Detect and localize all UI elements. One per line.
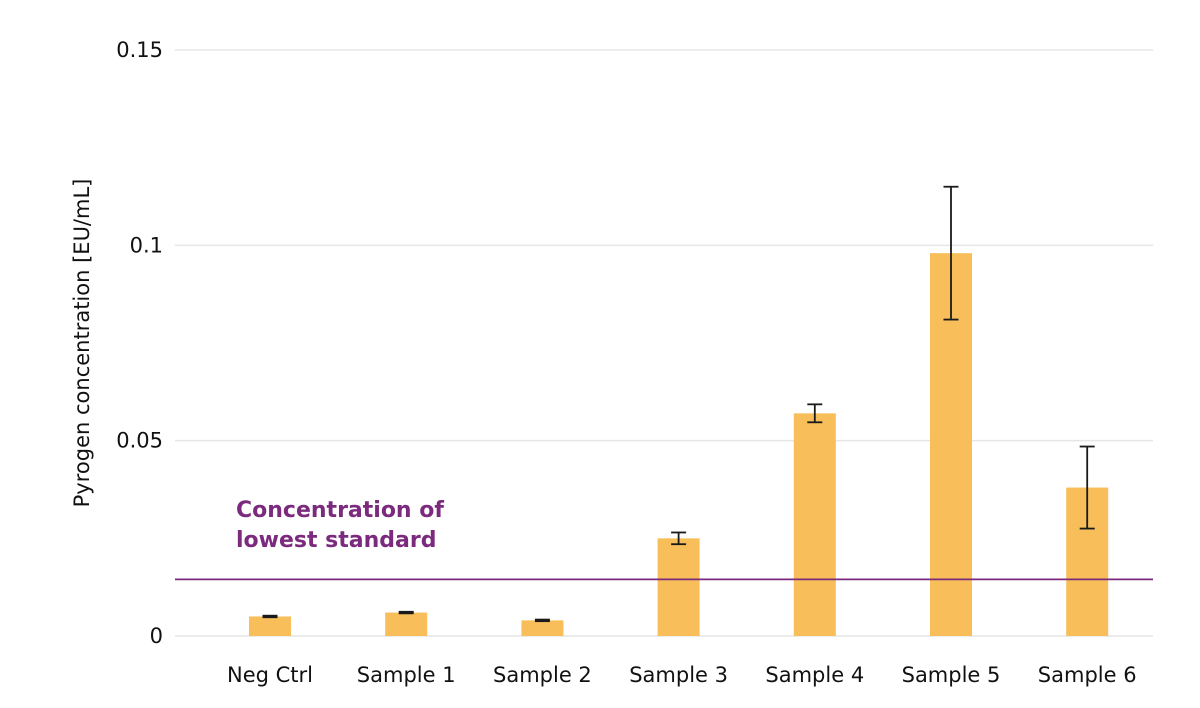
x-tick-label-4: Sample 3	[629, 663, 728, 687]
error-bar-4	[671, 531, 687, 546]
y-axis-ticks: 0 0.05 0.1 0.15	[116, 38, 163, 648]
bar-4	[657, 538, 700, 636]
error-bar-6	[943, 185, 959, 321]
error-bar-3	[534, 618, 550, 623]
error-bars	[262, 185, 1095, 623]
x-tick-label-3: Sample 2	[493, 663, 592, 687]
y-axis-label: Pyrogen concentration [EU/mL]	[70, 179, 94, 508]
bar-3	[521, 620, 564, 636]
x-axis-ticks: Neg Ctrl Sample 1 Sample 2 Sample 3 Sample 4…	[227, 663, 1137, 687]
reference-line-label-line-2: lowest standard	[236, 528, 436, 553]
error-bar-7	[1079, 445, 1095, 530]
x-tick-label-2: Sample 1	[357, 663, 456, 687]
y-tick-label-0: 0	[150, 624, 163, 648]
bar-1	[249, 616, 291, 636]
reference-line-label: Concentration of lowest standard	[236, 498, 452, 553]
x-tick-label-5: Sample 4	[765, 663, 864, 687]
error-bar-2	[398, 610, 414, 615]
y-tick-label-2: 0.1	[130, 233, 163, 257]
bar-5	[793, 413, 836, 636]
reference-line-label-line-1: Concentration of	[236, 498, 444, 523]
y-tick-label-1: 0.05	[116, 429, 163, 453]
x-tick-label-6: Sample 5	[902, 663, 1001, 687]
x-tick-label-7: Sample 6	[1038, 663, 1137, 687]
y-tick-label-3: 0.15	[116, 38, 163, 62]
error-bar-1	[262, 614, 278, 619]
error-bar-5	[807, 403, 823, 424]
bar-2	[385, 612, 428, 636]
bars	[249, 253, 1109, 636]
x-tick-label-1: Neg Ctrl	[227, 663, 313, 687]
